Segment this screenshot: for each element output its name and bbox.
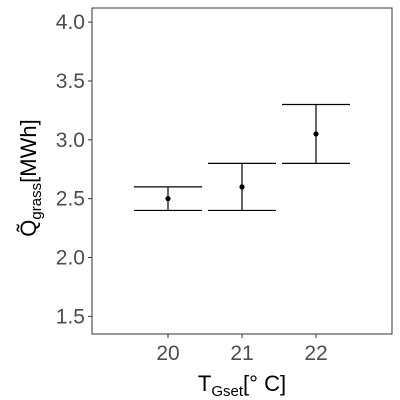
- y-axis-title-main: Q̃: [16, 220, 41, 237]
- y-axis-title: Q̃grass[MWh]: [16, 119, 45, 236]
- y-tick-label: 4.0: [56, 11, 85, 34]
- y-tick-label: 1.5: [56, 305, 85, 328]
- x-axis-title-sub: Gset: [211, 383, 244, 400]
- error-bars: [134, 103, 350, 212]
- error-bar-group: [282, 103, 350, 164]
- x-axis: 20 21 22: [156, 334, 328, 365]
- y-tick-label: 2.5: [56, 188, 85, 211]
- data-point: [165, 196, 171, 202]
- y-tick-label: 3.5: [56, 70, 85, 93]
- error-bar-group: [208, 162, 276, 212]
- y-axis: 1.5 2.0 2.5 3.0 3.5 4.0: [56, 11, 92, 328]
- y-axis-title-sub: grass: [28, 183, 45, 220]
- x-axis-title: TGset[° C]: [198, 371, 286, 400]
- x-axis-title-unit: [° C]: [243, 371, 286, 396]
- y-tick-label: 2.0: [56, 247, 85, 270]
- y-axis-title-unit: [MWh]: [16, 119, 41, 183]
- x-tick-label: 21: [230, 342, 253, 365]
- x-tick-label: 22: [304, 342, 327, 365]
- data-point: [239, 184, 245, 190]
- x-axis-title-main: T: [198, 371, 211, 396]
- data-point: [313, 131, 319, 137]
- x-tick-label: 20: [156, 342, 179, 365]
- error-bar-group: [134, 186, 202, 212]
- y-tick-label: 3.0: [56, 129, 85, 152]
